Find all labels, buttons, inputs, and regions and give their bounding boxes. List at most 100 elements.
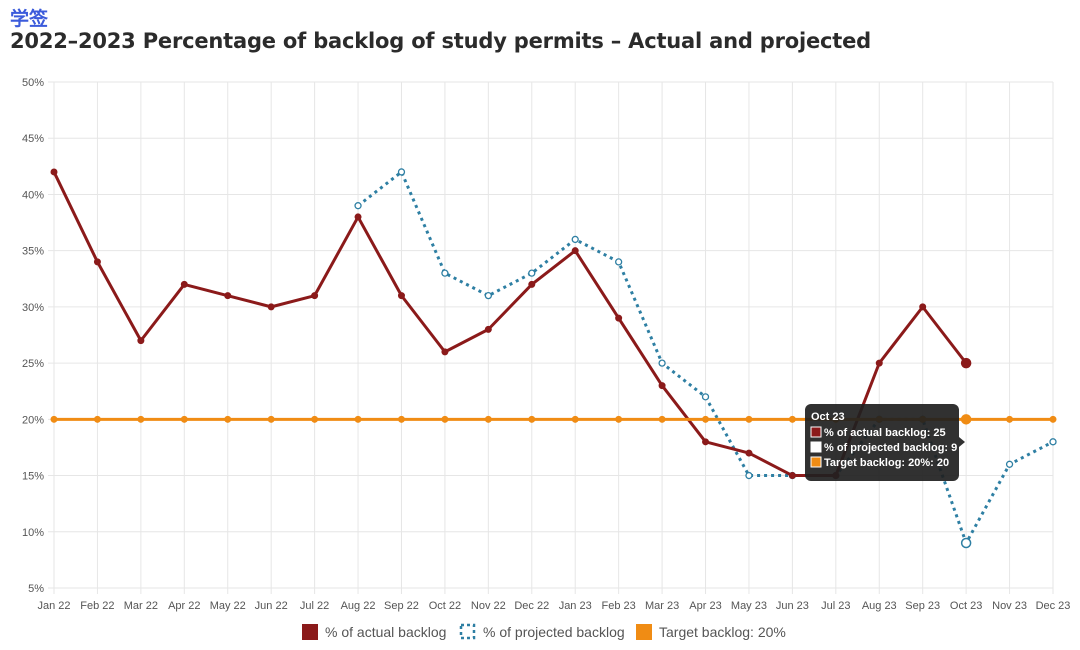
- legend-swatch[interactable]: [636, 624, 652, 640]
- y-tick-label: 20%: [22, 414, 44, 426]
- x-tick-label: Oct 23: [950, 600, 982, 612]
- data-point-projected[interactable]: [615, 258, 623, 266]
- data-point-target[interactable]: [311, 415, 319, 423]
- legend-label[interactable]: Target backlog: 20%: [659, 624, 786, 640]
- data-point-projected[interactable]: [1005, 460, 1014, 468]
- tooltip-title: Oct 23: [811, 411, 845, 423]
- data-point-target[interactable]: [224, 415, 232, 423]
- legend-item-target[interactable]: Target backlog: 20%: [636, 624, 786, 640]
- data-point-actual[interactable]: [658, 382, 666, 390]
- data-point-projected[interactable]: [658, 359, 666, 367]
- x-tick-label: Aug 23: [862, 600, 897, 612]
- data-point-actual[interactable]: [180, 280, 188, 288]
- legend-label[interactable]: % of projected backlog: [483, 624, 625, 640]
- data-point-actual[interactable]: [745, 449, 753, 457]
- data-point-target[interactable]: [528, 415, 536, 423]
- data-point-target[interactable]: [788, 415, 796, 423]
- data-point-actual[interactable]: [528, 280, 536, 288]
- legend-item-actual[interactable]: % of actual backlog: [302, 624, 446, 640]
- tooltip-row: Target backlog: 20%: 20: [824, 457, 949, 469]
- y-tick-label: 40%: [22, 189, 44, 201]
- x-tick-label: Jan 22: [37, 600, 70, 612]
- data-point-projected[interactable]: [1049, 438, 1057, 446]
- y-tick-label: 30%: [22, 302, 44, 314]
- x-tick-label: Oct 22: [429, 600, 461, 612]
- x-tick-label: Nov 23: [992, 600, 1027, 612]
- x-tick-label: Mar 23: [645, 600, 679, 612]
- data-point-actual[interactable]: [788, 472, 796, 480]
- data-point-projected[interactable]: [397, 168, 406, 176]
- data-point-target[interactable]: [745, 415, 753, 423]
- data-point-actual[interactable]: [484, 325, 492, 333]
- data-point-target[interactable]: [441, 415, 449, 423]
- data-point-actual[interactable]: [224, 292, 232, 300]
- x-tick-label: Dec 22: [514, 600, 549, 612]
- legend-swatch[interactable]: [459, 623, 476, 640]
- data-point-projected[interactable]: [484, 291, 492, 300]
- data-point-projected[interactable]: [571, 235, 579, 244]
- highlight-point-target[interactable]: [960, 414, 972, 425]
- x-tick-label: Sep 22: [384, 600, 419, 612]
- highlight-point-actual[interactable]: [960, 357, 972, 369]
- data-point-target[interactable]: [615, 415, 623, 423]
- x-tick-label: Apr 23: [689, 600, 721, 612]
- data-point-actual[interactable]: [615, 314, 623, 322]
- y-tick-label: 25%: [22, 358, 44, 370]
- x-tick-label: Jun 23: [776, 600, 809, 612]
- data-point-actual[interactable]: [397, 292, 405, 300]
- data-point-actual[interactable]: [919, 303, 927, 311]
- data-point-target[interactable]: [50, 415, 58, 423]
- data-point-target[interactable]: [484, 415, 492, 423]
- legend-label[interactable]: % of actual backlog: [325, 624, 446, 640]
- y-tick-label: 45%: [22, 133, 44, 145]
- data-point-projected[interactable]: [354, 202, 362, 210]
- x-tick-label: Aug 22: [341, 600, 376, 612]
- data-point-actual[interactable]: [875, 359, 883, 367]
- data-point-projected[interactable]: [441, 269, 449, 277]
- data-point-target[interactable]: [397, 415, 405, 423]
- tooltip-caret: [959, 437, 965, 447]
- data-point-target[interactable]: [267, 415, 275, 423]
- x-tick-label: May 23: [731, 600, 767, 612]
- legend-swatch[interactable]: [302, 624, 318, 640]
- highlight-point-projected[interactable]: [960, 537, 972, 549]
- data-point-actual[interactable]: [571, 247, 579, 255]
- data-point-target[interactable]: [702, 415, 710, 423]
- x-tick-label: May 22: [210, 600, 246, 612]
- x-tick-label: Sep 23: [905, 600, 940, 612]
- data-point-target[interactable]: [180, 415, 188, 423]
- x-tick-label: Feb 23: [602, 600, 636, 612]
- tooltip: Oct 23 % of actual backlog: 25 % of projec…: [805, 404, 965, 481]
- x-tick-label: Feb 22: [80, 600, 114, 612]
- tooltip-swatch: [810, 456, 822, 468]
- data-point-actual[interactable]: [311, 292, 319, 300]
- data-point-projected[interactable]: [528, 269, 536, 277]
- data-point-target[interactable]: [354, 415, 362, 423]
- data-point-target[interactable]: [93, 415, 101, 423]
- data-point-target[interactable]: [137, 415, 145, 423]
- data-point-projected[interactable]: [745, 471, 753, 480]
- data-point-actual[interactable]: [354, 213, 362, 221]
- grid-layer: [48, 81, 1054, 594]
- series-line-projected[interactable]: [357, 170, 1054, 545]
- data-point-target[interactable]: [1006, 415, 1014, 423]
- y-tick-label: 15%: [22, 471, 44, 483]
- y-tick-label: 50%: [22, 77, 44, 89]
- data-point-actual[interactable]: [137, 337, 145, 345]
- y-tick-label: 5%: [28, 583, 44, 595]
- data-point-actual[interactable]: [50, 168, 58, 176]
- legend[interactable]: % of actual backlog % of projected backlo…: [302, 623, 786, 640]
- data-point-actual[interactable]: [441, 348, 449, 356]
- page-tag: 学签: [10, 8, 49, 30]
- data-point-actual[interactable]: [702, 438, 710, 446]
- data-point-target[interactable]: [571, 415, 579, 423]
- legend-item-projected[interactable]: % of projected backlog: [459, 623, 625, 640]
- data-point-target[interactable]: [1049, 415, 1057, 423]
- data-point-projected[interactable]: [701, 393, 710, 401]
- y-tick-label: 10%: [22, 527, 44, 539]
- data-point-target[interactable]: [658, 415, 666, 423]
- data-point-actual[interactable]: [267, 303, 275, 311]
- x-tick-label: Mar 22: [124, 600, 158, 612]
- data-point-actual[interactable]: [93, 258, 101, 266]
